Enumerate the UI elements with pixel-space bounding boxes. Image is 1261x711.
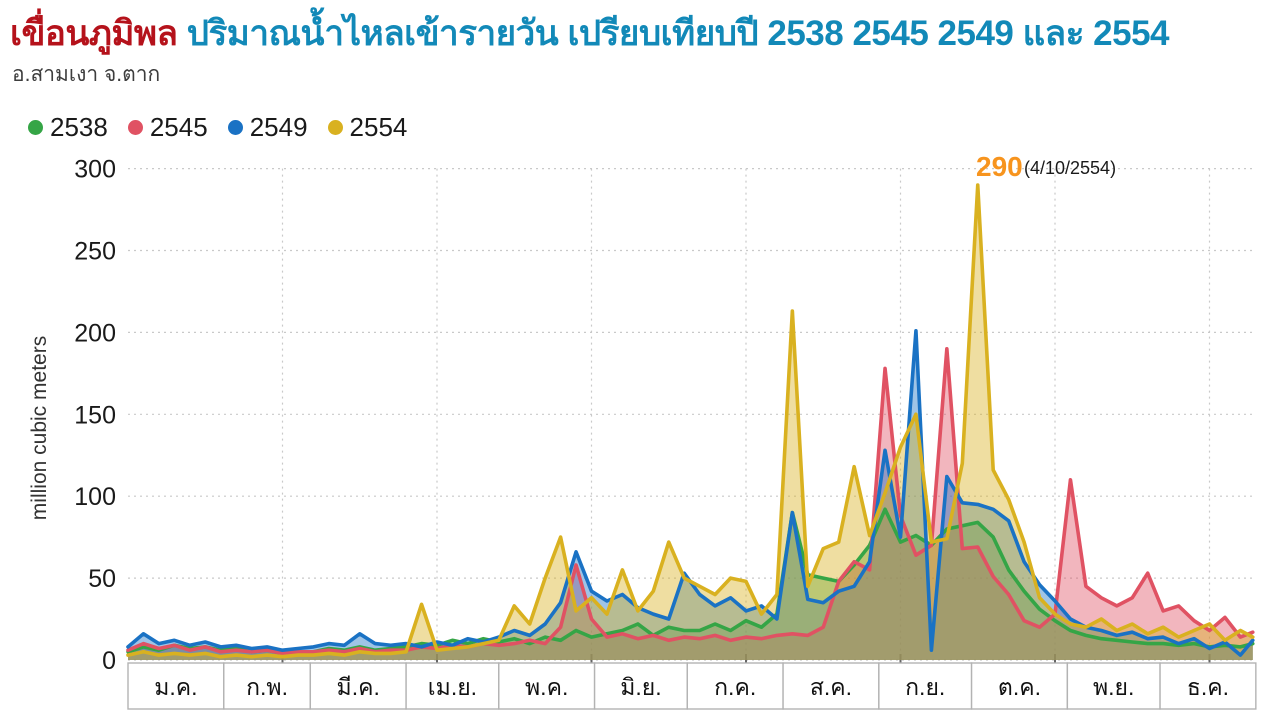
month-cell-12 xyxy=(1159,662,1257,710)
month-label-11: พ.ย. xyxy=(1093,674,1134,700)
legend-swatch-2538 xyxy=(28,120,43,135)
legend: 2538 2545 2549 2554 xyxy=(28,112,407,143)
month-label-5: พ.ค. xyxy=(525,674,568,700)
y-tick-label-150: 150 xyxy=(74,401,116,429)
legend-item-2538[interactable]: 2538 xyxy=(28,112,108,143)
legend-label: 2549 xyxy=(249,112,308,142)
peak-value-label: 290 xyxy=(976,151,1023,182)
page-title-description: ปริมาณน้ำไหลเข้ารายวัน เปรียบเทียบปี 253… xyxy=(186,14,1170,53)
legend-swatch-2545 xyxy=(127,120,143,135)
area-fill-2545 xyxy=(128,348,1253,660)
legend-item-2545[interactable]: 2545 xyxy=(127,112,208,143)
y-tick-label-0: 0 xyxy=(102,647,116,675)
page-title: เขื่อนภูมิพล ปริมาณน้ำไหลเข้ารายวัน เปรี… xyxy=(10,6,1170,61)
series-line-2545[interactable] xyxy=(126,346,1255,656)
month-cell-2 xyxy=(223,662,312,710)
y-tick-label-50: 50 xyxy=(88,565,116,593)
month-label-9: ก.ย. xyxy=(905,674,945,700)
month-label-7: ก.ค. xyxy=(714,674,756,700)
area-fill-2549 xyxy=(128,330,1253,660)
y-tick-label-200: 200 xyxy=(74,319,116,347)
page-subtitle: อ.สามเงา จ.ตาก xyxy=(12,63,161,86)
month-label-2: ก.พ. xyxy=(246,674,288,700)
legend-swatch-2549 xyxy=(227,120,243,135)
month-label-3: มี.ค. xyxy=(337,674,380,700)
month-cell-8 xyxy=(782,662,880,710)
legend-item-2549[interactable]: 2549 xyxy=(227,112,308,143)
legend-item-2554[interactable]: 2554 xyxy=(327,112,408,143)
legend-label: 2554 xyxy=(349,112,408,142)
y-tick-label-300: 300 xyxy=(74,156,116,184)
series-line-2554[interactable] xyxy=(126,183,1255,659)
month-cell-10 xyxy=(970,662,1069,710)
month-cell-4 xyxy=(405,662,500,710)
month-label-4: เม.ย. xyxy=(428,674,477,700)
month-cell-11 xyxy=(1066,662,1161,710)
month-label-10: ต.ค. xyxy=(998,674,1041,700)
peak-date-label: (4/10/2554) xyxy=(1024,158,1116,178)
legend-label: 2545 xyxy=(149,112,208,142)
legend-swatch-2554 xyxy=(327,120,343,135)
month-cell-6 xyxy=(593,662,688,710)
month-cell-9 xyxy=(878,662,973,710)
month-cell-7 xyxy=(686,662,784,710)
y-tick-label-250: 250 xyxy=(74,238,116,266)
legend-label: 2538 xyxy=(50,112,108,142)
month-label-12: ธ.ค. xyxy=(1187,674,1229,700)
month-label-8: ส.ค. xyxy=(810,674,852,700)
y-tick-label-100: 100 xyxy=(74,483,116,511)
month-label-6: มิ.ย. xyxy=(620,674,661,700)
page-title-dam-name: เขื่อนภูมิพล xyxy=(10,14,178,53)
month-label-1: ม.ค. xyxy=(154,674,197,700)
y-axis-title: million cubic meters xyxy=(28,336,51,520)
